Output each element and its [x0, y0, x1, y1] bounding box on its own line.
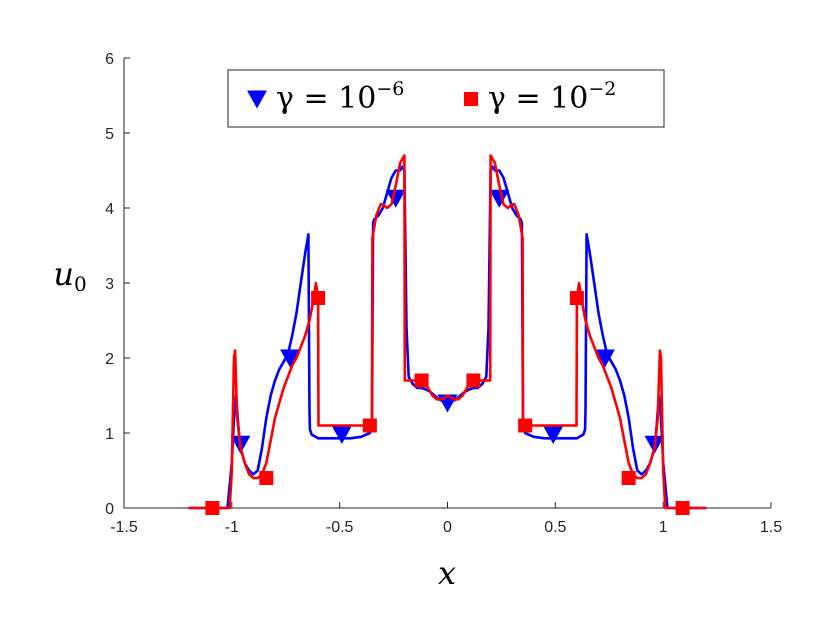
x-axis-title: x — [438, 554, 456, 592]
data-point-triangle-down — [489, 189, 510, 208]
y-axis-title-sub: 0 — [74, 272, 87, 296]
x-tick-label: 1.5 — [760, 519, 782, 536]
legend-label-gamma-1e-6: γ = 10−6 — [276, 78, 404, 116]
legend-label-gamma-1e-2: γ = 10−2 — [488, 78, 616, 116]
data-point-square — [205, 501, 220, 515]
legend-box — [227, 69, 665, 128]
y-tick-label: 3 — [105, 276, 114, 293]
data-point-square — [414, 373, 429, 388]
x-tick-label: 0 — [443, 519, 452, 536]
series-gamma-1e-2 — [188, 154, 707, 515]
x-tick-label: 0.5 — [544, 519, 566, 536]
legend-label-prefix: γ = 10 — [488, 81, 588, 116]
y-tick-label: 5 — [105, 126, 114, 143]
series-layer — [188, 154, 707, 515]
legend-symbol — [247, 90, 267, 109]
y-tick-label: 4 — [105, 201, 114, 218]
data-point-square — [466, 373, 481, 388]
data-point-square — [311, 291, 326, 305]
data-point-square — [621, 471, 636, 485]
series-gamma-1e-6 — [188, 165, 707, 510]
legend-label-exponent: −6 — [376, 78, 404, 100]
x-tick-label: 1 — [659, 519, 668, 536]
data-point-triangle-down — [280, 349, 301, 368]
x-tick-label: -1.5 — [110, 519, 138, 536]
data-point-square — [569, 291, 584, 305]
data-point-square — [675, 501, 690, 515]
legend-label-prefix: γ = 10 — [276, 81, 376, 116]
y-axis-title-main: u — [53, 255, 74, 293]
data-point-triangle-down — [594, 349, 615, 368]
legend: γ = 10−6 γ = 10−2 — [227, 69, 665, 128]
y-tick-label: 0 — [105, 501, 114, 518]
y-tick-label: 2 — [105, 351, 114, 368]
legend-symbol — [464, 92, 478, 106]
legend-marker-square — [464, 92, 478, 106]
data-point-triangle-down — [331, 426, 352, 444]
x-tick-label: -1 — [225, 519, 239, 536]
data-point-triangle-down — [385, 189, 406, 208]
data-point-square — [518, 418, 533, 433]
data-point-triangle-down — [543, 426, 564, 444]
y-tick-label: 6 — [105, 51, 114, 68]
x-tick-label: -0.5 — [326, 519, 354, 536]
y-axis: 0 1 2 3 4 5 6 — [105, 51, 130, 518]
legend-marker-triangle — [247, 90, 267, 109]
x-axis: -1.5 -1 -0.5 0 0.5 1 1.5 — [110, 502, 782, 536]
series-line — [188, 154, 707, 510]
y-tick-label: 1 — [105, 426, 114, 443]
data-point-square — [362, 418, 377, 433]
legend-label-exponent: −2 — [588, 78, 616, 100]
data-point-square — [259, 471, 274, 485]
y-axis-title: u0 — [53, 255, 86, 296]
